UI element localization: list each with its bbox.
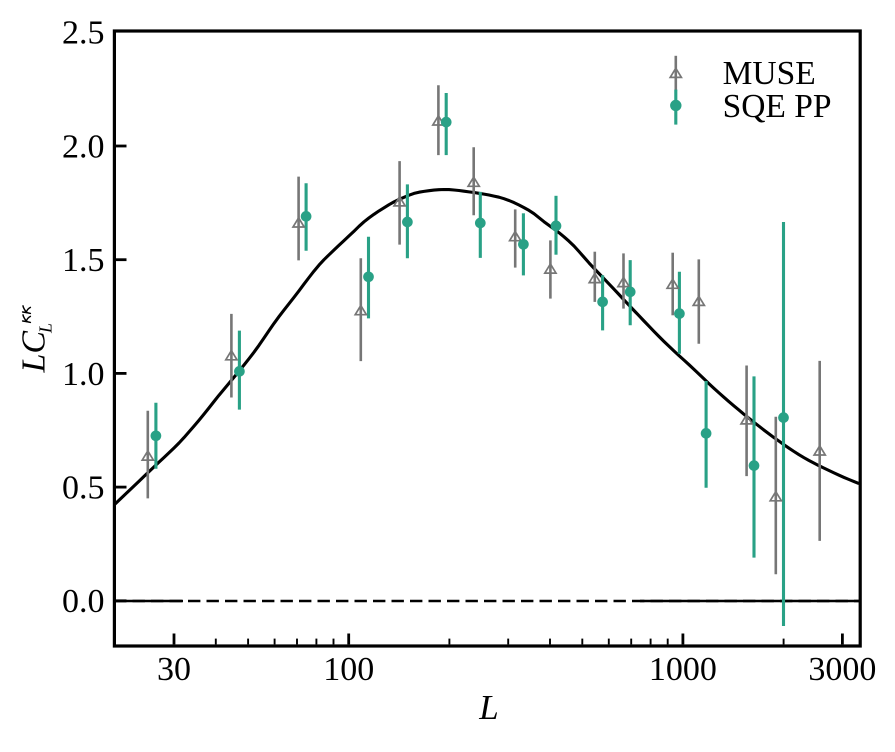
svg-text:3000: 3000 bbox=[808, 651, 876, 688]
svg-text:SQE PP: SQE PP bbox=[723, 88, 832, 125]
svg-text:30: 30 bbox=[157, 651, 191, 688]
svg-text:L: L bbox=[478, 688, 498, 727]
svg-text:100: 100 bbox=[323, 651, 374, 688]
svg-text:1.5: 1.5 bbox=[62, 242, 105, 279]
svg-text:L: L bbox=[36, 323, 56, 334]
svg-text:LC: LC bbox=[16, 331, 53, 374]
svg-text:2.5: 2.5 bbox=[62, 14, 105, 51]
svg-text:2.0: 2.0 bbox=[62, 128, 105, 165]
svg-text:0.0: 0.0 bbox=[62, 583, 105, 620]
svg-text:1.0: 1.0 bbox=[62, 356, 105, 393]
svg-text:1000: 1000 bbox=[649, 651, 717, 688]
svg-text:MUSE: MUSE bbox=[723, 55, 816, 92]
svg-text:0.5: 0.5 bbox=[62, 470, 105, 507]
